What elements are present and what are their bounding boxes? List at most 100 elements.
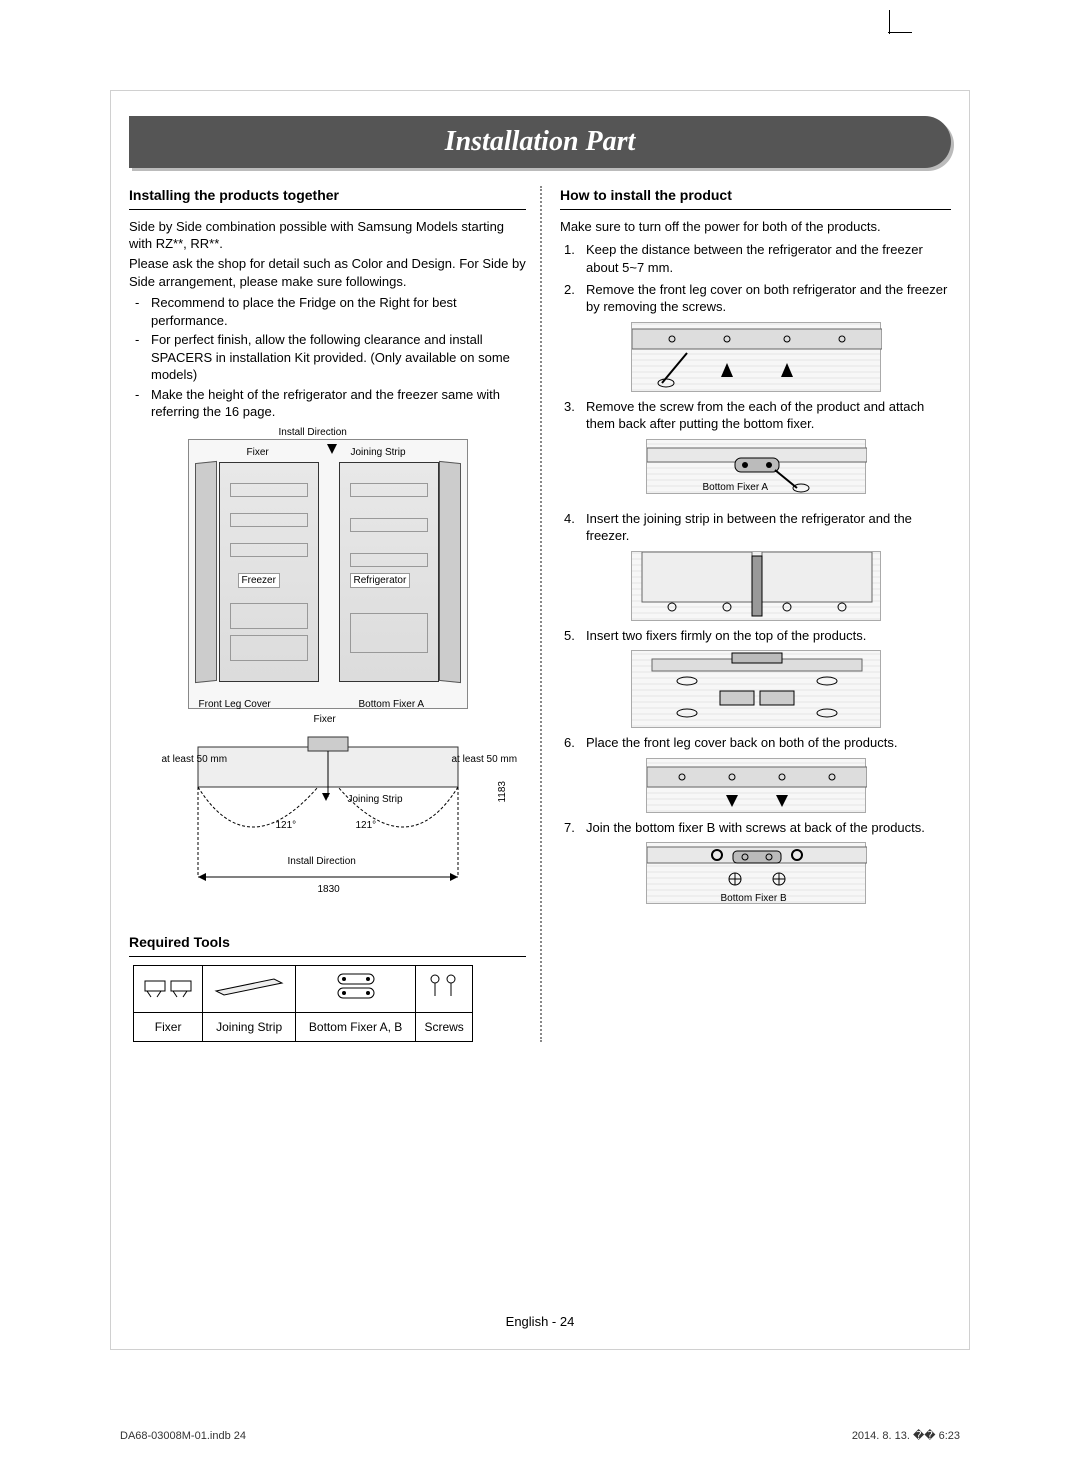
footer-page-number: 24 — [560, 1314, 574, 1329]
label-at-least-left: at least 50 mm — [162, 753, 214, 767]
label-joining-strip-2: Joining Strip — [348, 793, 403, 807]
label-bottom-fixer-a: Bottom Fixer A — [359, 698, 425, 712]
right-heading: How to install the product — [560, 186, 951, 210]
step-7-diagram: Bottom Fixer B — [646, 842, 866, 904]
arrow-down-icon — [327, 444, 337, 454]
freezer-body: Freezer — [219, 462, 319, 682]
step-3: 3.Remove the screw from the each of the … — [560, 398, 951, 433]
tool-label: Screws — [416, 1012, 473, 1041]
screws-icon — [427, 974, 461, 1000]
shelf — [230, 513, 308, 527]
footer-timestamp: 2014. 8. 13. �� 6:23 — [852, 1429, 960, 1442]
refrigerator-body: Refrigerator — [339, 462, 439, 682]
two-column-layout: Installing the products together Side by… — [111, 168, 969, 1042]
tool-icon-fixer — [134, 965, 203, 1012]
label-install-direction-2: Install Direction — [288, 855, 356, 869]
label-at-least-right: at least 50 mm — [452, 753, 504, 767]
shelf — [350, 483, 428, 497]
shelf — [230, 483, 308, 497]
step-text: Insert the joining strip in between the … — [586, 510, 951, 545]
install-steps: 6.Place the front leg cover back on both… — [560, 734, 951, 752]
step-4: 4.Insert the joining strip in between th… — [560, 510, 951, 545]
tools-heading: Required Tools — [129, 933, 526, 957]
step-number: 6. — [560, 734, 586, 752]
label-fixer: Fixer — [247, 446, 269, 460]
label-freezer: Freezer — [238, 573, 280, 589]
door-left — [195, 461, 217, 683]
left-column: Installing the products together Side by… — [129, 186, 540, 1042]
step-2-diagram — [631, 322, 881, 392]
install-steps: 5.Insert two fixers firmly on the top of… — [560, 627, 951, 645]
dash-marker: - — [129, 386, 151, 421]
list-item: -Make the height of the refrigerator and… — [129, 386, 526, 421]
label-width-1830: 1830 — [318, 883, 340, 897]
shelf — [350, 553, 428, 567]
step-2: 2.Remove the front leg cover on both ref… — [560, 281, 951, 316]
install-steps: 7.Join the bottom fixer B with screws at… — [560, 819, 951, 837]
step-3-diagram: Bottom Fixer A — [646, 439, 866, 494]
crop-mark-v — [889, 10, 890, 34]
joining-strip-icon — [214, 977, 284, 997]
shelf — [350, 518, 428, 532]
shelf — [230, 543, 308, 557]
step-number: 1. — [560, 241, 586, 276]
tool-icon-joining-strip — [203, 965, 296, 1012]
tool-label: Joining Strip — [203, 1012, 296, 1041]
bullet-text: Recommend to place the Fridge on the Rig… — [151, 294, 526, 329]
label-front-leg-cover: Front Leg Cover — [199, 698, 271, 712]
step-text: Remove the screw from the each of the pr… — [586, 398, 951, 433]
crop-mark-h — [888, 32, 912, 33]
top-view-diagram: Fixer at least 50 mm at least 50 mm J — [158, 715, 498, 905]
leg-cover-removal-icon — [632, 323, 882, 393]
page-footer-center: English - 24 — [111, 1314, 969, 1329]
install-steps: 4.Insert the joining strip in between th… — [560, 510, 951, 545]
step-number: 2. — [560, 281, 586, 316]
drawer — [350, 613, 428, 653]
install-steps: 1.Keep the distance between the refriger… — [560, 241, 951, 315]
fixer-icon — [143, 975, 193, 999]
step-6-diagram — [646, 758, 866, 813]
right-column: How to install the product Make sure to … — [540, 186, 951, 1042]
step-5-diagram — [631, 650, 881, 728]
top-fixer-insert-icon — [632, 651, 882, 729]
step-5: 5.Insert two fixers firmly on the top of… — [560, 627, 951, 645]
label-joining-strip: Joining Strip — [351, 446, 406, 460]
label-angle-left: 121° — [276, 819, 297, 833]
bottom-fixer-icon — [334, 972, 378, 1002]
page-frame: Installation Part Installing the product… — [110, 90, 970, 1350]
step-7: 7.Join the bottom fixer B with screws at… — [560, 819, 951, 837]
step-6: 6.Place the front leg cover back on both… — [560, 734, 951, 752]
bullet-text: For perfect finish, allow the following … — [151, 331, 526, 384]
tool-label: Fixer — [134, 1012, 203, 1041]
step-text: Remove the front leg cover on both refri… — [586, 281, 951, 316]
install-steps: 3.Remove the screw from the each of the … — [560, 398, 951, 433]
label-fixer-2: Fixer — [314, 713, 336, 727]
label-refrigerator: Refrigerator — [350, 573, 411, 589]
tool-label: Bottom Fixer A, B — [296, 1012, 416, 1041]
footer-filename: DA68-03008M-01.indb 24 — [120, 1430, 246, 1442]
left-heading: Installing the products together — [129, 186, 526, 210]
label-angle-right: 121° — [356, 819, 377, 833]
left-para-2: Please ask the shop for detail such as C… — [129, 255, 526, 290]
step-number: 4. — [560, 510, 586, 545]
dash-marker: - — [129, 331, 151, 384]
left-para-1: Side by Side combination possible with S… — [129, 218, 526, 253]
list-item: -For perfect finish, allow the following… — [129, 331, 526, 384]
leg-cover-back-icon — [647, 759, 867, 814]
section-banner: Installation Part — [129, 116, 951, 168]
drawer — [230, 603, 308, 629]
step-4-diagram — [631, 551, 881, 621]
step-text: Join the bottom fixer B with screws at b… — [586, 819, 925, 837]
front-view-diagram: Install Direction Fixer Joining Strip Fr… — [188, 439, 468, 709]
footer-language: English — [506, 1314, 549, 1329]
step-1: 1.Keep the distance between the refriger… — [560, 241, 951, 276]
left-bullet-list: -Recommend to place the Fridge on the Ri… — [129, 294, 526, 421]
drawer — [230, 635, 308, 661]
caption-bottom-fixer-b: Bottom Fixer B — [721, 892, 787, 906]
right-intro: Make sure to turn off the power for both… — [560, 218, 951, 236]
joining-strip-insert-icon — [632, 552, 882, 622]
door-right — [439, 461, 461, 683]
required-tools-table: Fixer Joining Strip Bottom Fixer A, B Sc… — [133, 965, 473, 1042]
step-number: 5. — [560, 627, 586, 645]
step-text: Place the front leg cover back on both o… — [586, 734, 897, 752]
